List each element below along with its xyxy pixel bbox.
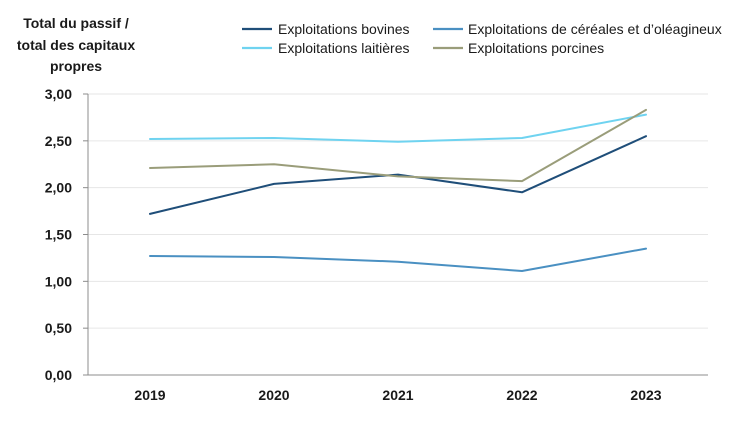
legend-label-cereales: Exploitations de céréales et d’oléagineu… bbox=[468, 21, 722, 37]
series-line-2 bbox=[149, 113, 647, 143]
y-tick-label: 2,00 bbox=[45, 180, 72, 196]
y-axis-title-line-1: Total du passif / bbox=[23, 15, 129, 31]
gridlines bbox=[88, 93, 708, 329]
y-axis-title-line-3: propres bbox=[50, 58, 102, 74]
x-tick-label: 2023 bbox=[630, 387, 661, 403]
x-tick-label: 2021 bbox=[382, 387, 413, 403]
legend-item-cereales: Exploitations de céréales et d’oléagineu… bbox=[433, 21, 722, 37]
y-tick-labels: 0,00 0,50 1,00 1,50 2,00 2,50 3,00 bbox=[45, 86, 72, 383]
series-line-3 bbox=[149, 108, 647, 183]
y-tick-label: 3,00 bbox=[45, 86, 72, 102]
legend-label-laitieres: Exploitations laitières bbox=[278, 40, 410, 56]
y-tick-label: 1,50 bbox=[45, 227, 72, 243]
y-tick-label: 1,00 bbox=[45, 273, 72, 289]
series-lines bbox=[149, 108, 647, 272]
legend-item-laitieres: Exploitations laitières bbox=[242, 40, 410, 56]
x-tick-label: 2022 bbox=[506, 387, 537, 403]
x-tick-labels: 2019 2020 2021 2022 2023 bbox=[134, 387, 661, 403]
legend-item-bovines: Exploitations bovines bbox=[242, 21, 410, 37]
series-line-1 bbox=[149, 247, 647, 272]
legend: Exploitations bovines Exploitations de c… bbox=[242, 21, 722, 56]
y-axis-title-line-2: total des capitaux bbox=[17, 37, 135, 53]
x-tick-label: 2019 bbox=[134, 387, 165, 403]
series-line-0 bbox=[149, 135, 647, 215]
legend-label-bovines: Exploitations bovines bbox=[278, 21, 410, 37]
legend-item-porcines: Exploitations porcines bbox=[433, 40, 604, 56]
y-tick-label: 0,50 bbox=[45, 320, 72, 336]
legend-label-porcines: Exploitations porcines bbox=[468, 40, 604, 56]
y-axis-title: Total du passif / total des capitaux pro… bbox=[17, 15, 135, 74]
y-tick-label: 0,00 bbox=[45, 367, 72, 383]
y-tick-label: 2,50 bbox=[45, 133, 72, 149]
x-tick-label: 2020 bbox=[258, 387, 289, 403]
axes bbox=[83, 93, 708, 376]
